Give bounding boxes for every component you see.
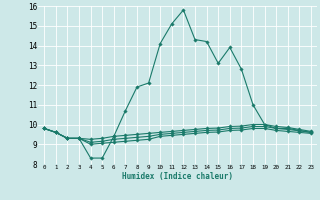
X-axis label: Humidex (Indice chaleur): Humidex (Indice chaleur) <box>122 172 233 181</box>
